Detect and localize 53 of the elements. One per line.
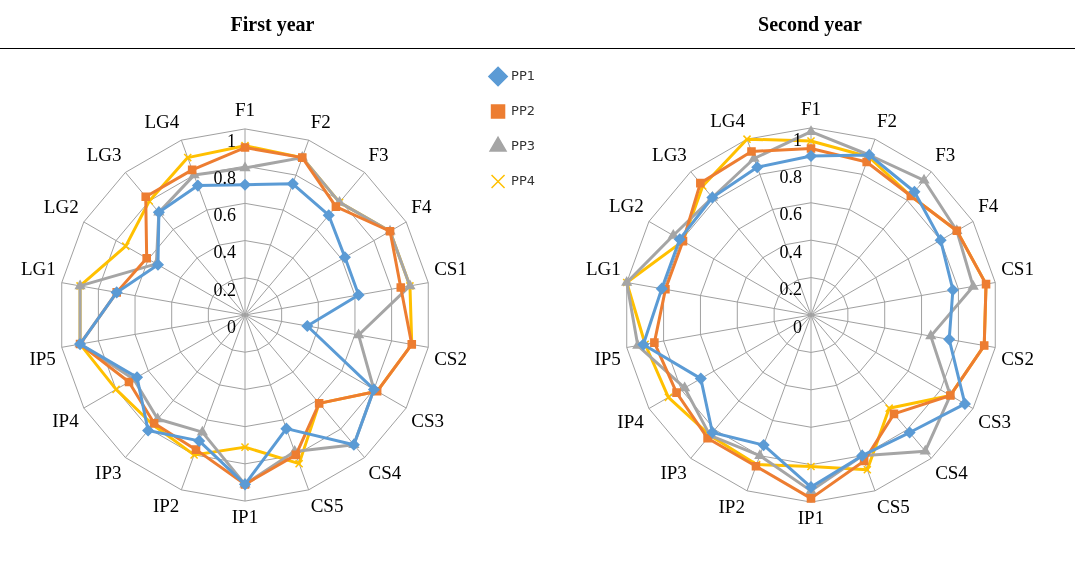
spoke-label: CS5 bbox=[310, 494, 344, 516]
spoke-label: IP2 bbox=[718, 495, 745, 517]
spoke-label: CS3 bbox=[411, 410, 445, 432]
spoke-label: LG4 bbox=[710, 110, 746, 132]
spoke-label: IP4 bbox=[52, 410, 80, 432]
legend-label: PP4 bbox=[511, 172, 535, 188]
spoke-label: LG2 bbox=[43, 195, 79, 217]
spoke-label: LG1 bbox=[586, 258, 621, 280]
spoke-label: F3 bbox=[368, 144, 389, 166]
spoke-label: F4 bbox=[411, 195, 432, 217]
spoke-label: CS4 bbox=[368, 461, 402, 483]
y-tick-label: 0.6 bbox=[213, 205, 236, 226]
spoke-label: IP5 bbox=[594, 347, 621, 369]
spoke-label: F1 bbox=[800, 98, 822, 120]
spoke-label: IP5 bbox=[29, 347, 56, 369]
y-tick-label: 0.2 bbox=[213, 279, 236, 300]
spoke-label: F4 bbox=[978, 195, 999, 217]
spoke-label: LG1 bbox=[21, 258, 56, 280]
spoke-label: LG3 bbox=[652, 143, 687, 165]
spoke-label: LG3 bbox=[86, 144, 122, 166]
spoke-label: CS4 bbox=[935, 462, 969, 484]
spoke-label: IP2 bbox=[152, 494, 180, 516]
spoke-label: CS5 bbox=[877, 495, 910, 517]
spoke-label: F2 bbox=[310, 111, 331, 133]
spoke-label: LG4 bbox=[144, 111, 180, 133]
y-tick-label: 0.4 bbox=[213, 242, 236, 263]
y-tick-label: 0 bbox=[793, 316, 802, 337]
y-tick-label: 0.4 bbox=[779, 241, 802, 262]
legend-label: PP1 bbox=[511, 67, 535, 83]
spoke-label: IP4 bbox=[617, 410, 645, 432]
spoke-label: CS1 bbox=[1001, 258, 1034, 280]
y-tick-label: 0.8 bbox=[213, 167, 236, 188]
spoke-label: CS2 bbox=[1001, 347, 1034, 369]
spoke-label: F2 bbox=[877, 110, 898, 132]
y-tick-label: 0.2 bbox=[779, 279, 802, 300]
spoke-label: IP3 bbox=[95, 461, 122, 483]
spoke-label: IP1 bbox=[231, 506, 259, 528]
spoke-label: F3 bbox=[935, 143, 956, 165]
y-tick-label: 0.6 bbox=[779, 204, 802, 225]
chart-title: Second year bbox=[757, 12, 863, 38]
legend-label: PP2 bbox=[511, 102, 535, 118]
y-tick-label: 0 bbox=[227, 316, 236, 337]
spoke-label: IP1 bbox=[797, 507, 825, 529]
spoke-label: CS2 bbox=[434, 347, 467, 369]
legend-label: PP3 bbox=[511, 137, 535, 153]
spoke-label: F1 bbox=[234, 99, 256, 121]
y-tick-label: 0.8 bbox=[779, 167, 802, 188]
spoke-label: CS3 bbox=[978, 410, 1011, 432]
y-tick-label: 1 bbox=[227, 130, 236, 151]
spoke-label: IP3 bbox=[660, 462, 687, 484]
spoke-label: CS1 bbox=[434, 258, 467, 280]
spoke-label: LG2 bbox=[608, 195, 644, 217]
chart-title: First year bbox=[229, 12, 316, 38]
